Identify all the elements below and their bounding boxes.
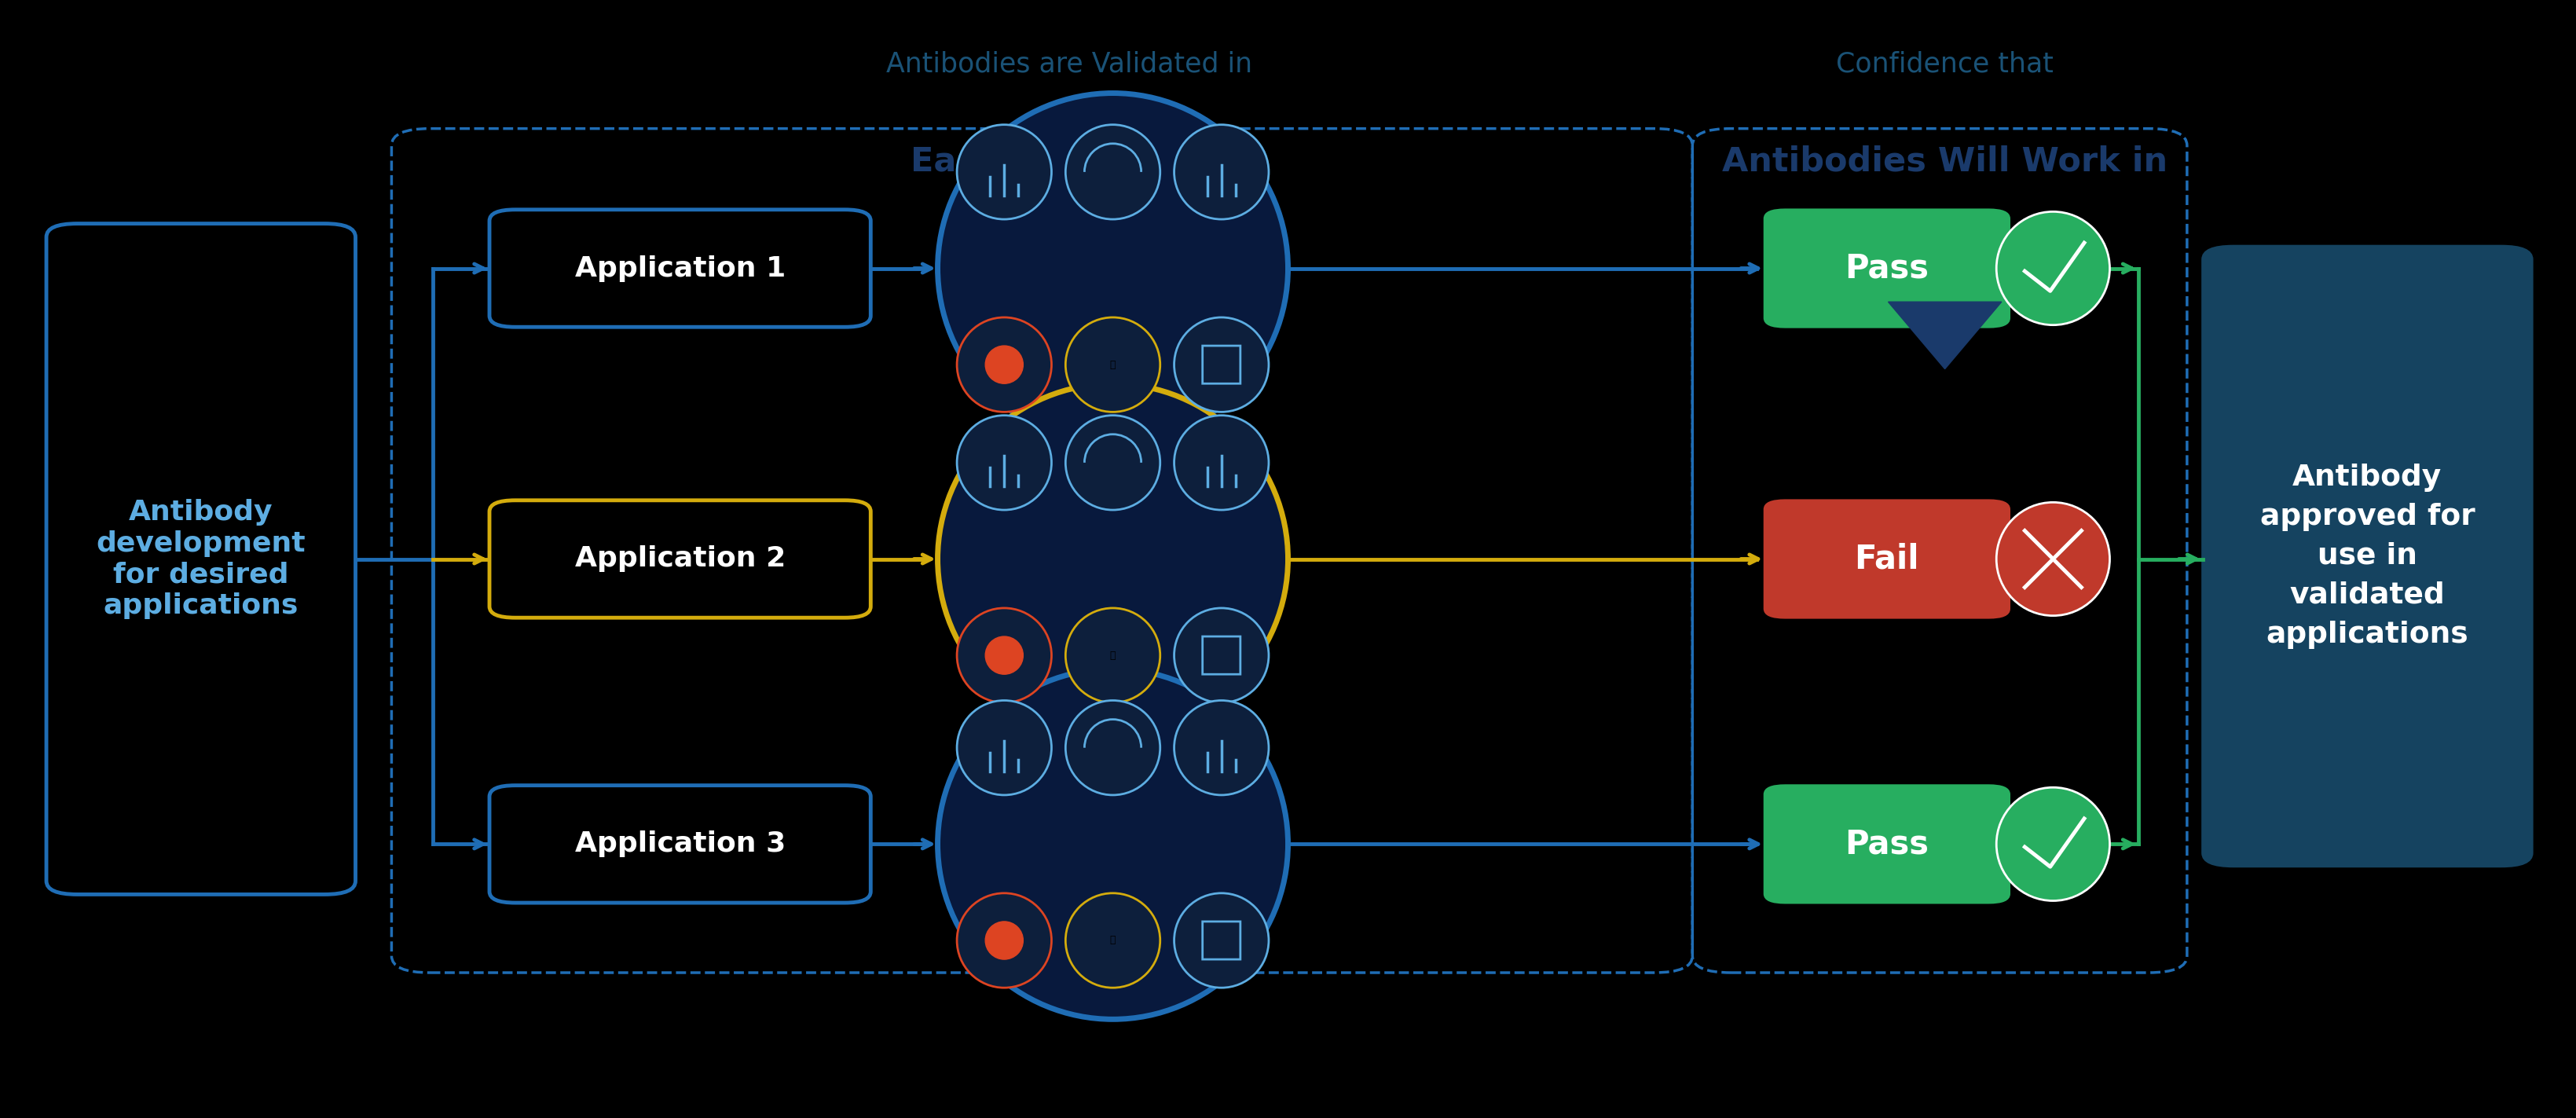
Ellipse shape bbox=[1066, 893, 1159, 987]
Ellipse shape bbox=[1996, 502, 2110, 616]
Ellipse shape bbox=[984, 345, 1023, 383]
Text: Application 3: Application 3 bbox=[574, 831, 786, 858]
Polygon shape bbox=[1012, 302, 1126, 369]
Ellipse shape bbox=[1996, 787, 2110, 901]
Text: Antibodies are Validated in: Antibodies are Validated in bbox=[886, 50, 1252, 77]
FancyBboxPatch shape bbox=[1765, 785, 2009, 903]
Ellipse shape bbox=[1066, 416, 1159, 510]
Ellipse shape bbox=[938, 93, 1288, 444]
Text: Your Assay: Your Assay bbox=[1850, 246, 2040, 277]
Ellipse shape bbox=[956, 318, 1051, 411]
Ellipse shape bbox=[938, 383, 1288, 735]
Text: Application 1: Application 1 bbox=[574, 255, 786, 282]
Text: 🔥: 🔥 bbox=[1110, 360, 1115, 370]
Ellipse shape bbox=[1066, 125, 1159, 219]
Ellipse shape bbox=[1996, 211, 2110, 325]
Ellipse shape bbox=[1175, 318, 1270, 411]
Ellipse shape bbox=[938, 669, 1288, 1020]
FancyBboxPatch shape bbox=[489, 210, 871, 326]
Text: Antibody
approved for
use in
validated
applications: Antibody approved for use in validated a… bbox=[2259, 464, 2476, 648]
FancyBboxPatch shape bbox=[489, 501, 871, 617]
Text: Independently: Independently bbox=[940, 246, 1198, 277]
Ellipse shape bbox=[984, 921, 1023, 959]
Ellipse shape bbox=[1175, 125, 1270, 219]
FancyBboxPatch shape bbox=[1765, 501, 2009, 617]
Text: 🔥: 🔥 bbox=[1110, 651, 1115, 661]
Ellipse shape bbox=[1175, 416, 1270, 510]
Ellipse shape bbox=[1066, 318, 1159, 411]
Text: Antibodies Will Work in: Antibodies Will Work in bbox=[1723, 145, 2166, 179]
Text: Antibody
development
for desired
applications: Antibody development for desired applica… bbox=[95, 500, 307, 618]
Ellipse shape bbox=[984, 636, 1023, 674]
Text: Pass: Pass bbox=[1844, 827, 1929, 861]
Ellipse shape bbox=[956, 608, 1051, 702]
Text: 🔥: 🔥 bbox=[1110, 936, 1115, 946]
FancyBboxPatch shape bbox=[1765, 210, 2009, 326]
Ellipse shape bbox=[1175, 608, 1270, 702]
FancyBboxPatch shape bbox=[489, 785, 871, 903]
Ellipse shape bbox=[1175, 701, 1270, 795]
Ellipse shape bbox=[1066, 608, 1159, 702]
Ellipse shape bbox=[956, 701, 1051, 795]
Text: Fail: Fail bbox=[1855, 542, 1919, 576]
FancyBboxPatch shape bbox=[2202, 246, 2532, 866]
FancyBboxPatch shape bbox=[46, 224, 355, 894]
Text: Each Application: Each Application bbox=[909, 145, 1229, 179]
Ellipse shape bbox=[956, 893, 1051, 987]
Text: Pass: Pass bbox=[1844, 252, 1929, 285]
Text: Application 2: Application 2 bbox=[574, 546, 786, 572]
Ellipse shape bbox=[1066, 701, 1159, 795]
Ellipse shape bbox=[956, 416, 1051, 510]
Ellipse shape bbox=[1175, 893, 1270, 987]
Polygon shape bbox=[1888, 302, 2002, 369]
Ellipse shape bbox=[956, 125, 1051, 219]
Text: Confidence that: Confidence that bbox=[1837, 50, 2053, 77]
